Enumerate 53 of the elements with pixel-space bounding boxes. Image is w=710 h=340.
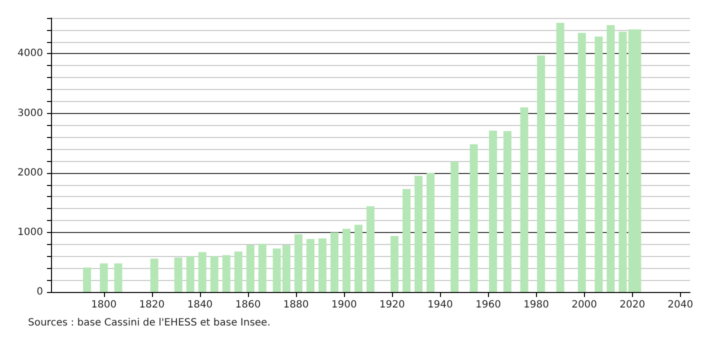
y-tick-label: 1000: [18, 226, 43, 238]
bar: [234, 251, 242, 292]
y-tick-label: 0: [36, 286, 43, 298]
bar: [174, 257, 182, 292]
bar: [402, 188, 411, 292]
y-tick-label: 2000: [18, 167, 43, 178]
source-note: Sources : base Cassini de l'EHESS et base Insee.: [28, 318, 270, 328]
bar: [520, 107, 528, 292]
bar: [198, 252, 206, 292]
y-tick-label: 4000: [18, 48, 43, 60]
y-tick-label: 3000: [18, 108, 43, 119]
bar: [426, 172, 435, 292]
bar: [537, 56, 546, 292]
x-tick-label: 2020: [620, 300, 646, 310]
bar: [503, 131, 512, 292]
bar: [354, 224, 362, 292]
bar: [186, 256, 194, 292]
bar: [222, 255, 230, 292]
bar: [489, 130, 498, 292]
bar: [414, 176, 423, 292]
bar: [556, 22, 564, 292]
bar: [318, 238, 326, 292]
bar: [470, 144, 478, 292]
bar: [618, 32, 627, 292]
x-tick-label: 1860: [235, 300, 261, 310]
bar: [606, 25, 615, 292]
x-tick-label: 1920: [379, 300, 405, 310]
x-tick-label: 2000: [572, 300, 598, 310]
bar: [390, 236, 399, 292]
bar: [450, 162, 459, 292]
x-tick-label: 1820: [139, 300, 165, 310]
bar: [83, 268, 92, 292]
bar: [210, 256, 218, 292]
bar: [294, 234, 302, 292]
bar: [594, 36, 603, 292]
x-tick-label: 1940: [427, 300, 453, 310]
bar: [114, 263, 122, 292]
bar: [258, 244, 266, 292]
x-tick-label: 1900: [331, 300, 357, 310]
x-tick-label: 1880: [283, 300, 309, 310]
x-tick-label: 1980: [524, 300, 549, 310]
x-tick-label: 1840: [187, 300, 213, 310]
x-tick-label: 2040: [668, 300, 694, 310]
bar: [330, 232, 338, 292]
bar: [246, 244, 254, 292]
bar: [100, 263, 108, 292]
bar: [150, 258, 158, 292]
bar: [578, 32, 586, 292]
x-tick-label: 1960: [475, 300, 501, 310]
x-tick-label: 1800: [91, 300, 117, 310]
bar: [342, 228, 350, 292]
bar: [366, 206, 374, 292]
bar: [306, 238, 314, 292]
